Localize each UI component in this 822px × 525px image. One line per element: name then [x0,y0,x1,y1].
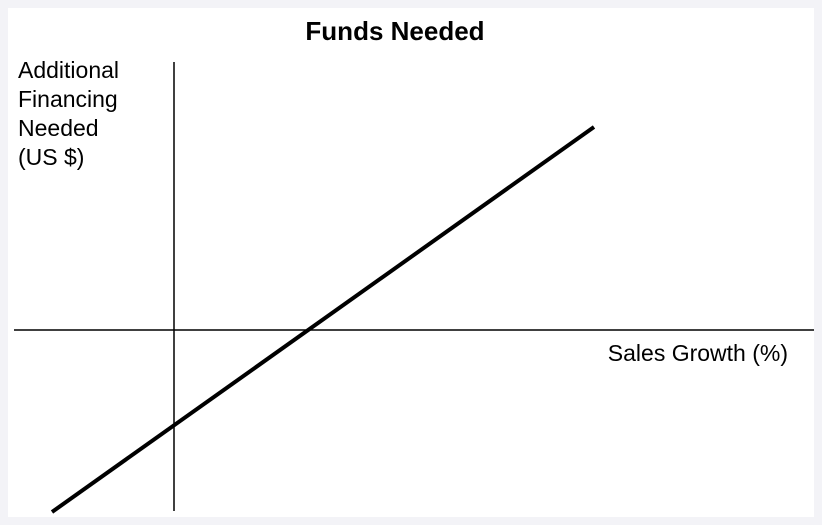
y-axis-label: Additional [18,57,119,83]
y-axis-label: (US $) [18,144,84,170]
panel [8,8,814,517]
x-axis-label: Sales Growth (%) [608,340,788,366]
title: Funds Needed [305,16,484,46]
y-axis-label: Financing [18,86,118,112]
y-axis-label: Needed [18,115,99,141]
trend-line [50,125,596,514]
